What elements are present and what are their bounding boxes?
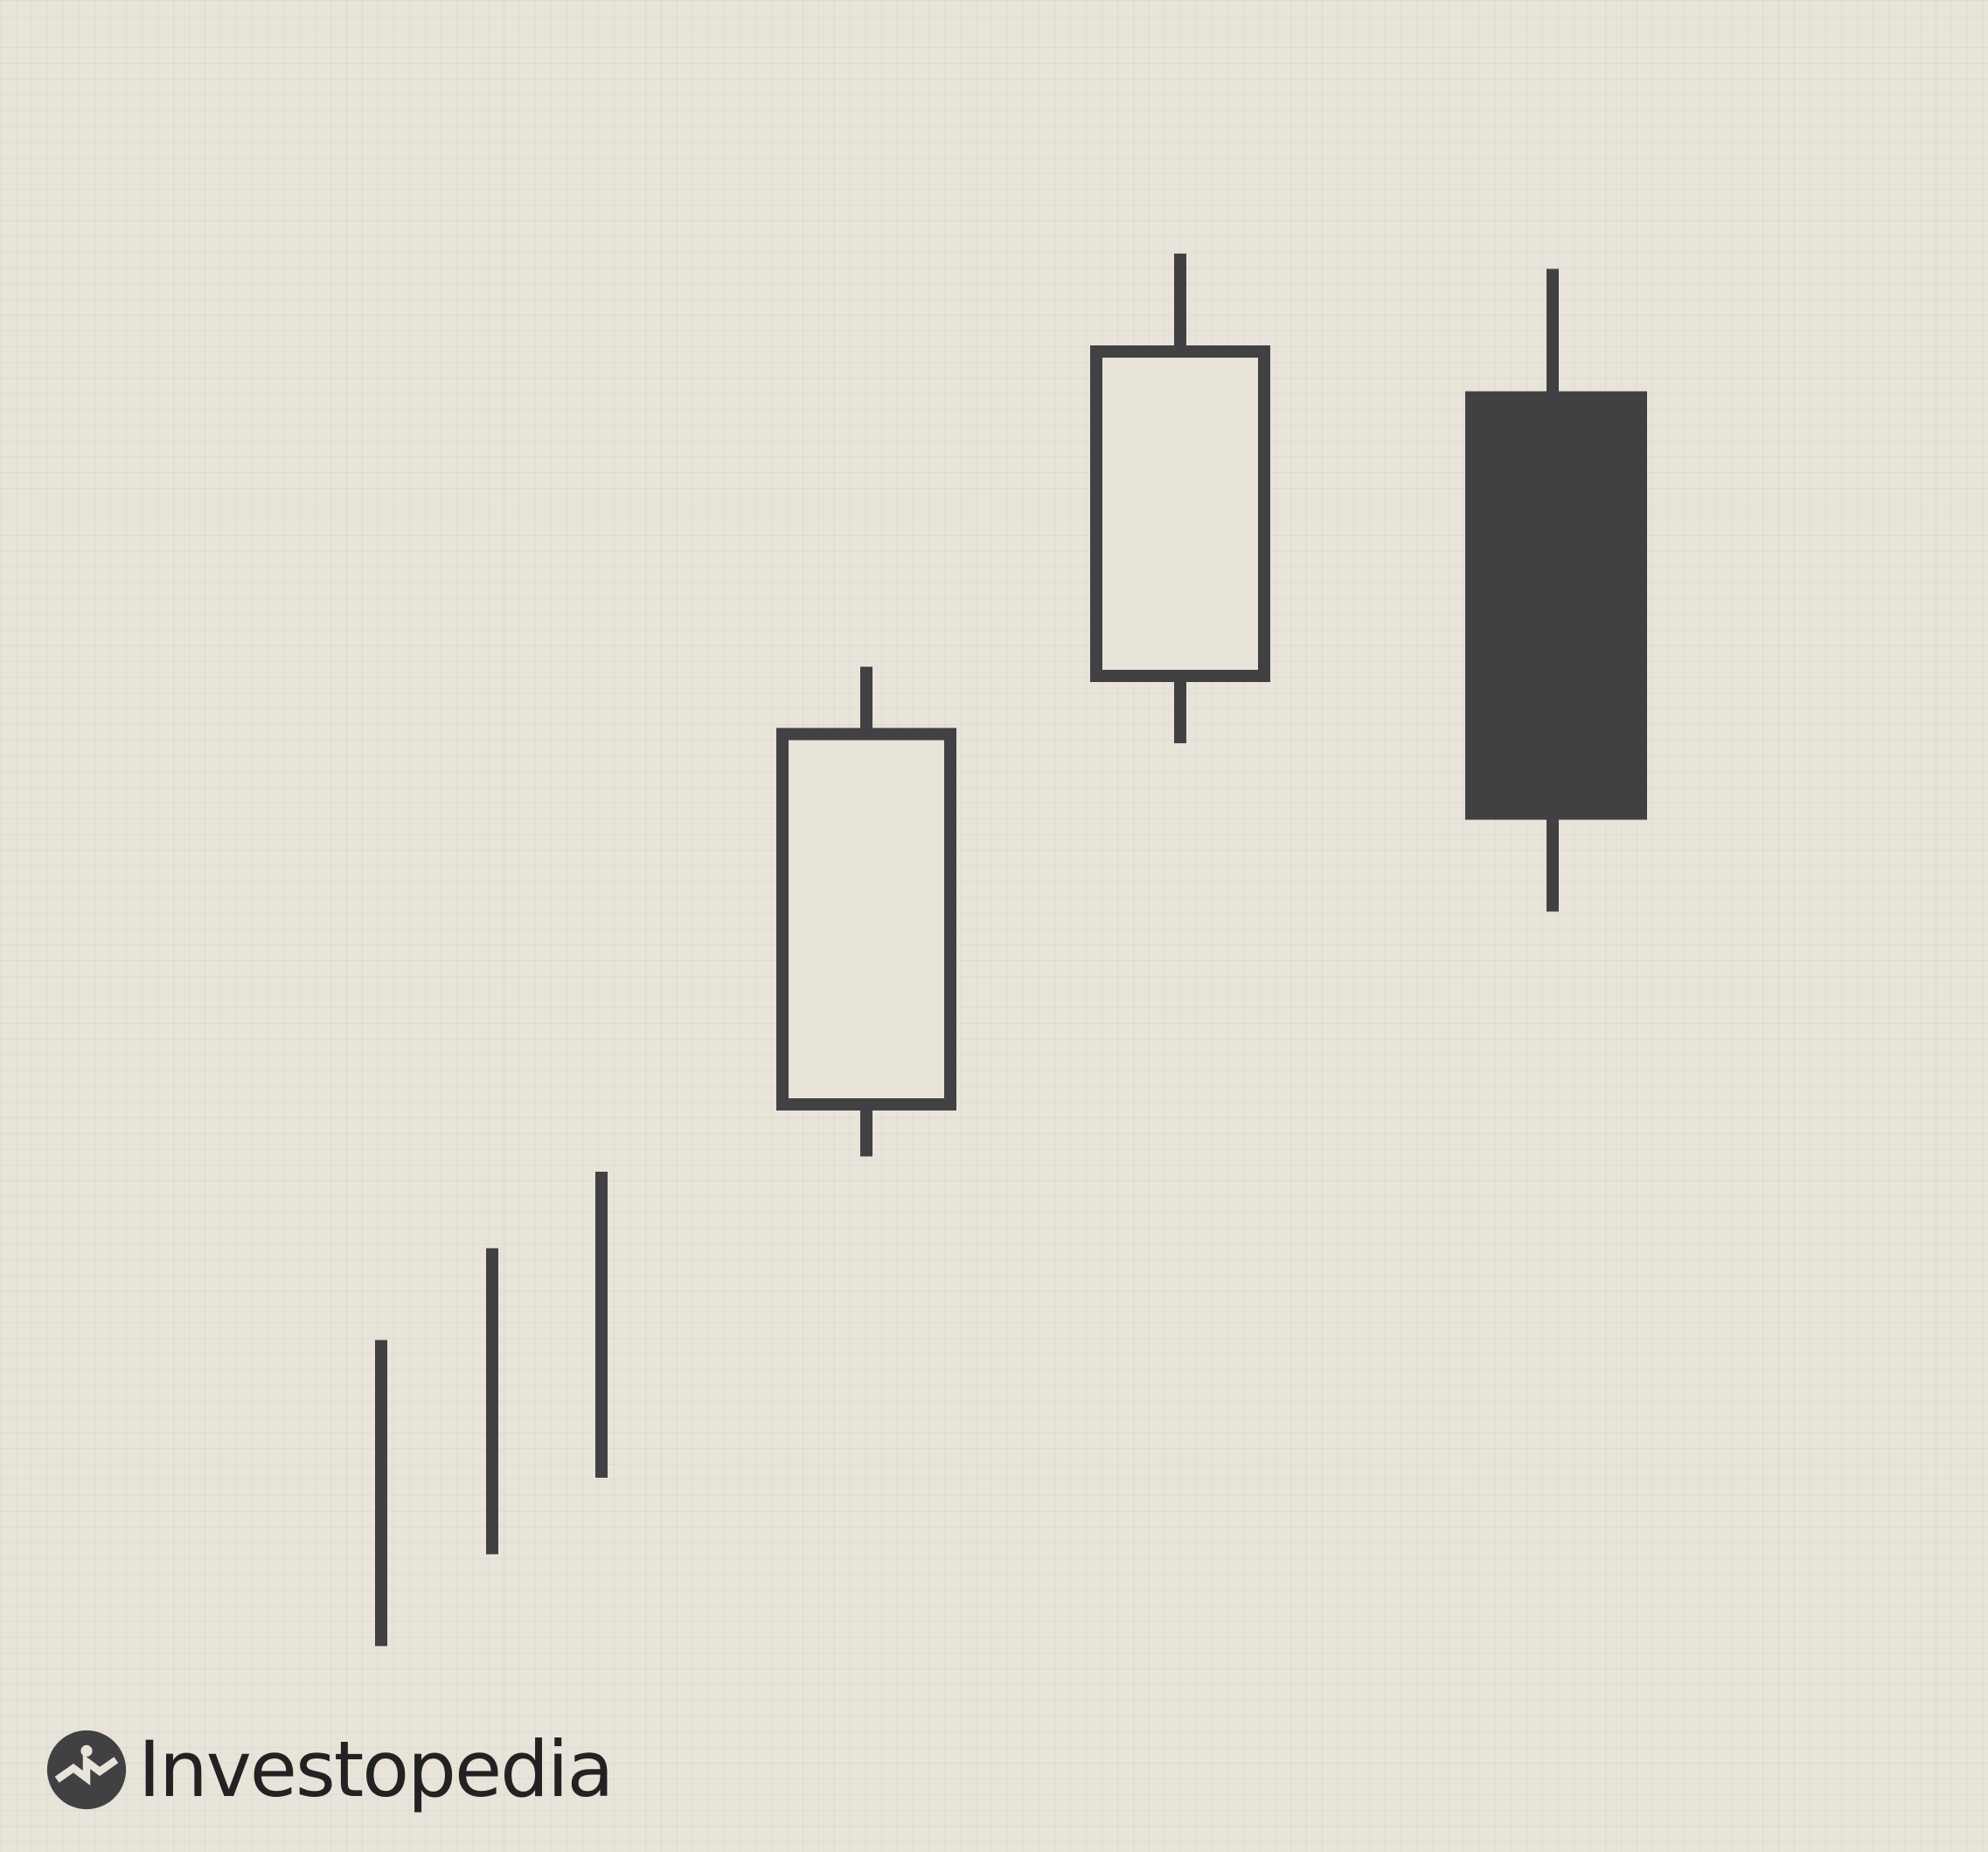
brand-logo: Investopedia xyxy=(45,1724,614,1814)
bullish-candle-body-4 xyxy=(776,728,956,1111)
investopedia-logo-icon xyxy=(46,1730,127,1810)
bullish-candle-body-5 xyxy=(1090,345,1270,682)
brand-name: Investopedia xyxy=(138,1724,614,1814)
bearish-candle-body-6 xyxy=(1465,391,1647,820)
